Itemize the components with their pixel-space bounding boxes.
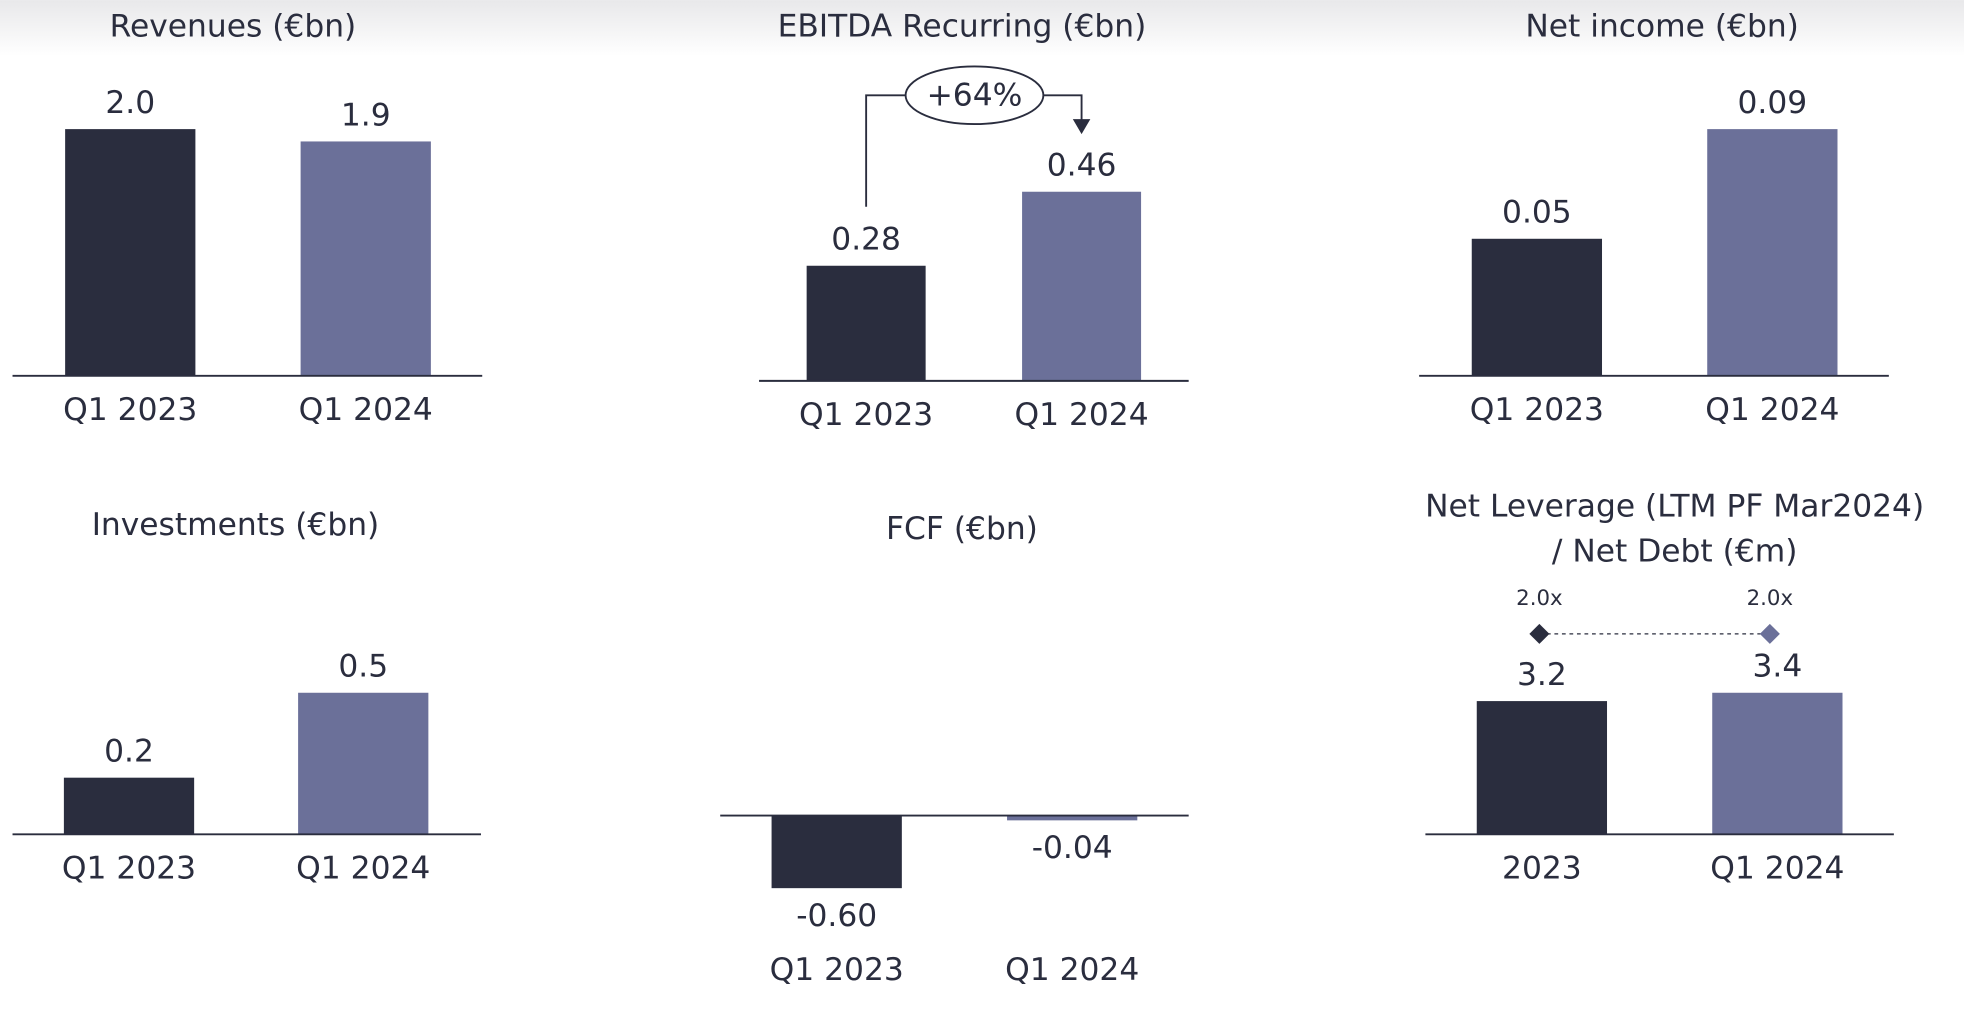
- annotation-arrow: [865, 94, 1083, 207]
- chart-title: Revenues (€bn): [110, 9, 357, 45]
- x-tick-label: Q1 2023: [799, 397, 933, 433]
- x-tick-label: Q1 2024: [1014, 397, 1148, 433]
- data-label: 0.5: [338, 649, 388, 685]
- chart-title: FCF (€bn): [886, 511, 1038, 547]
- bar: [1476, 701, 1608, 835]
- x-tick-label: Q1 2024: [1710, 850, 1844, 886]
- x-tick-label: Q1 2024: [1005, 952, 1139, 988]
- x-tick-label: Q1 2024: [299, 392, 433, 428]
- data-label: 3.4: [1752, 649, 1802, 685]
- chart-title: Net income (€bn): [1525, 9, 1799, 45]
- bar: [1007, 815, 1138, 821]
- annotation-ellipse: [904, 65, 1045, 126]
- x-tick-label: Q1 2024: [296, 850, 430, 886]
- data-label: 0.46: [1047, 148, 1117, 184]
- leverage-label: 2.0x: [1747, 586, 1793, 611]
- data-label: -0.60: [796, 898, 877, 934]
- x-tick-label: Q1 2023: [63, 392, 197, 428]
- bar: [1471, 238, 1603, 376]
- bar: [771, 815, 902, 889]
- bar: [1712, 692, 1843, 835]
- data-label: 0.2: [104, 734, 154, 770]
- x-tick-label: Q1 2023: [1470, 392, 1604, 428]
- bar: [65, 129, 196, 376]
- data-label: 3.2: [1517, 657, 1567, 693]
- bar: [63, 777, 195, 835]
- top-shade: [0, 0, 1964, 57]
- bar: [1022, 191, 1142, 381]
- x-tick-label: 2023: [1502, 850, 1582, 886]
- chart-title: EBITDA Recurring (€bn): [778, 9, 1147, 45]
- data-label: 0.05: [1502, 195, 1572, 231]
- data-label: 1.9: [341, 97, 391, 133]
- x-tick-label: Q1 2023: [770, 952, 904, 988]
- chart-title: Investments (€bn): [92, 507, 380, 543]
- x-tick-label: Q1 2023: [62, 850, 196, 886]
- data-label: 0.28: [831, 222, 901, 258]
- data-label: -0.04: [1032, 830, 1113, 866]
- bar: [298, 692, 429, 835]
- chart-title: / Net Debt (€m): [1552, 533, 1798, 569]
- leverage-label: 2.0x: [1516, 586, 1562, 611]
- bar: [300, 141, 431, 376]
- chart-title: Net Leverage (LTM PF Mar2024): [1425, 488, 1924, 524]
- arrow-head: [1072, 119, 1091, 135]
- x-tick-label: Q1 2024: [1705, 392, 1839, 428]
- leverage-marker: [1759, 623, 1780, 644]
- bar: [806, 265, 926, 381]
- data-label: 0.09: [1738, 85, 1808, 121]
- data-label: 2.0: [105, 85, 155, 121]
- leverage-marker: [1529, 623, 1550, 644]
- annotation: +64%: [927, 78, 1023, 114]
- bar: [1707, 129, 1838, 376]
